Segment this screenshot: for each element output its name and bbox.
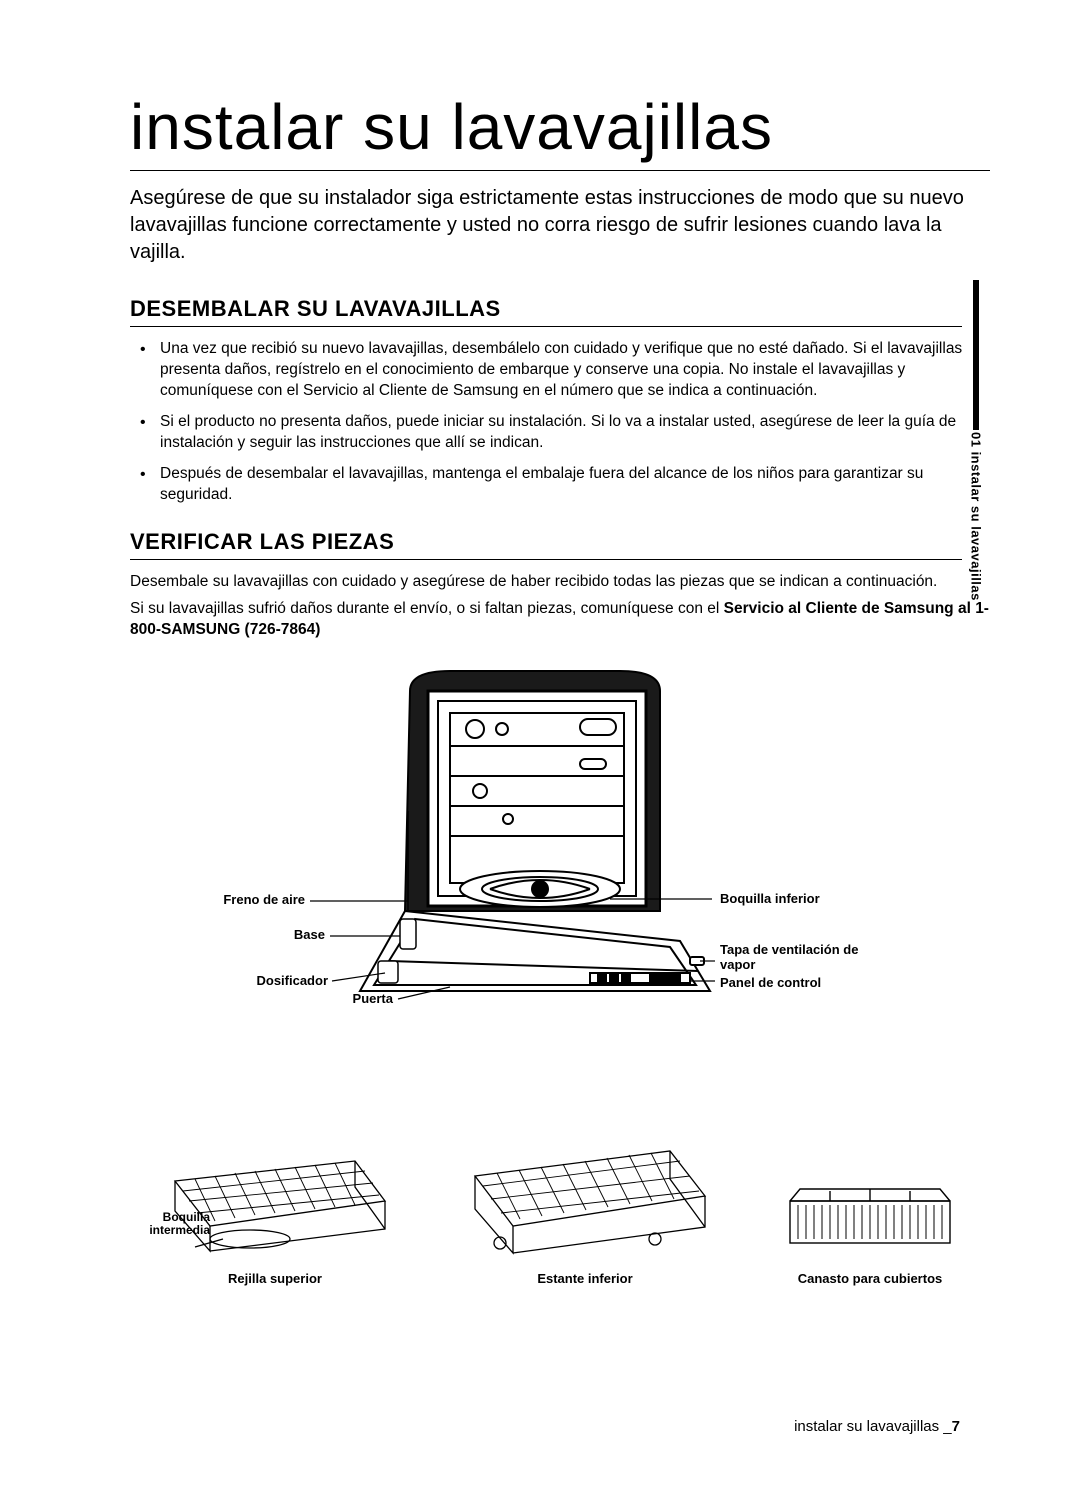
list-item: Una vez que recibió su nuevo lavavajilla… [130,339,990,402]
part-lower-rack: Estante inferior [445,1121,725,1286]
callout-steam-vent: Tapa de ventilación de vapor [720,943,890,973]
part-upper-rack-sublabel: Boquilla intermedia [120,1211,210,1239]
cutlery-basket-svg [770,1161,970,1261]
side-tab-label: 01 instalar su lavavajillas [969,432,984,601]
intro-paragraph: Asegúrese de que su instalador siga estr… [130,185,990,266]
part-upper-rack-label: Rejilla superior [140,1271,410,1286]
dishwasher-diagram: Freno de aire Base Dosificador Puerta Bo… [150,661,970,1091]
section-heading-unpack: DESEMBALAR SU LAVAVAJILLAS [130,296,990,327]
part-cutlery-basket-label: Canasto para cubiertos [760,1271,980,1286]
dishwasher-svg [150,661,970,1091]
section-heading-verify: VERIFICAR LAS PIEZAS [130,529,990,560]
verify-p2-prefix: Si su lavavajillas sufrió daños durante … [130,600,724,617]
callout-door: Puerta [210,991,393,1006]
lower-rack-svg [455,1121,715,1261]
part-cutlery-basket: Canasto para cubiertos [760,1161,980,1286]
page-title: instalar su lavavajillas [130,90,990,171]
callout-dispenser: Dosificador [150,973,328,988]
part-upper-rack: Boquilla intermedia [140,1121,410,1286]
list-item: Después de desembalar el lavavajillas, m… [130,464,990,506]
upper-rack-svg [155,1121,395,1261]
callout-lower-nozzle: Boquilla inferior [720,891,820,906]
part-lower-rack-label: Estante inferior [445,1271,725,1286]
unpack-bullet-list: Una vez que recibió su nuevo lavavajilla… [130,339,990,505]
verify-paragraph-2: Si su lavavajillas sufrió daños durante … [130,599,990,641]
verify-paragraph-1: Desembale su lavavajillas con cuidado y … [130,572,990,593]
list-item: Si el producto no presenta daños, puede … [130,412,990,454]
callout-control-panel: Panel de control [720,975,821,990]
footer-text: instalar su lavavajillas _ [794,1418,952,1435]
callout-air-break: Freno de aire [150,892,305,907]
footer-page-number: 7 [952,1418,960,1435]
page-footer: instalar su lavavajillas _7 [794,1418,960,1435]
parts-row: Boquilla intermedia [130,1121,990,1286]
callout-base: Base [150,927,325,942]
